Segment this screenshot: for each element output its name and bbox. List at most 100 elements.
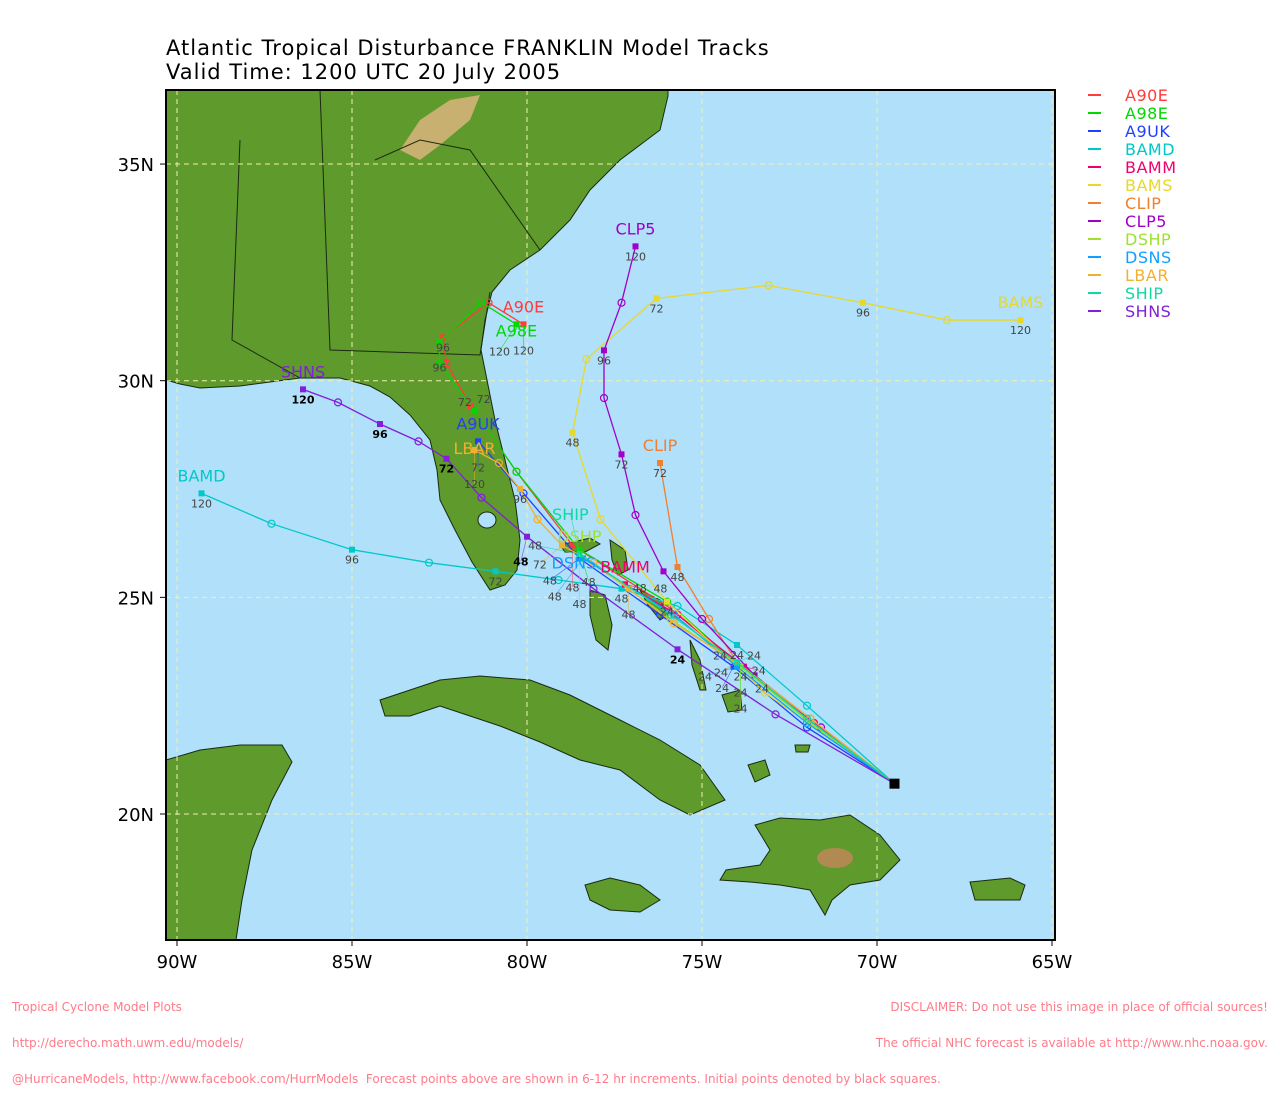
hour-label: 96 <box>513 493 527 506</box>
model-end-label: CLIP <box>643 436 678 455</box>
forecast-point <box>657 460 663 467</box>
hour-label: 48 <box>566 581 580 594</box>
puerto-rico <box>969 877 1026 901</box>
forecast-point-open <box>669 619 679 628</box>
hour-label: 24 <box>730 649 744 662</box>
forecast-point-open <box>697 614 707 624</box>
legend-swatch <box>1088 94 1101 96</box>
label-leader-line <box>554 558 584 597</box>
legend-item-dsns: DSNS <box>1088 247 1177 267</box>
label-leader-line <box>474 398 484 412</box>
hour-label: 72 <box>471 461 485 474</box>
hispaniola-mountains <box>817 848 853 868</box>
x-tick-label: 75W <box>682 952 723 973</box>
hour-label: 24 <box>734 671 748 684</box>
forecast-point-open <box>414 437 423 446</box>
hour-label: 48 <box>548 591 562 604</box>
disclaimer: DISCLAIMER: Do not use this image in pla… <box>890 1000 1268 1014</box>
hour-label: 24 <box>713 649 727 662</box>
legend: A90E A98E A9UK BAMD BAMM BAMS CLIP CLP5 DSHP DSNS… <box>1088 85 1177 321</box>
forecast-point-open <box>267 519 276 528</box>
label-leader-line <box>719 654 738 663</box>
legend-swatch <box>1088 148 1101 150</box>
grid <box>166 90 1055 940</box>
x-tick-label: 85W <box>332 952 373 973</box>
model-end-label: BAMD <box>177 466 225 485</box>
hour-label: 48 <box>622 609 636 622</box>
model-end-label: SHNS <box>281 362 325 381</box>
nhc-note: The official NHC forecast is available a… <box>875 1036 1268 1050</box>
legend-swatch <box>1088 220 1101 222</box>
forecast-point-open <box>764 281 773 290</box>
forecast-point-open <box>802 701 812 710</box>
legend-swatch <box>1088 130 1101 132</box>
legend-label: A98E <box>1125 103 1169 123</box>
y-tick-label: 35N <box>118 155 154 176</box>
hour-label: 72 <box>650 302 664 315</box>
legend-label: CLP5 <box>1125 211 1167 231</box>
track-labels: A90E A98E A9UK BAMD BAMM BAMS CLIP CLP5 DSHP DSNS… <box>177 219 1043 715</box>
y-tick-label: 30N <box>118 372 154 393</box>
hour-label: 120 <box>191 497 212 510</box>
model-end-label: A90E <box>503 297 544 316</box>
x-tick-label: 70W <box>857 952 898 973</box>
legend-label: LBAR <box>1125 265 1169 285</box>
hour-label: 72 <box>489 575 503 588</box>
hour-label: 48 <box>653 583 667 596</box>
legend-item-bamm: BAMM <box>1088 157 1177 177</box>
north-america-land <box>166 90 669 591</box>
label-leader-line <box>624 584 640 589</box>
forecast-point <box>632 243 639 250</box>
label-leader-line <box>721 666 734 688</box>
legend-item-lbar: LBAR <box>1088 265 1177 285</box>
forecast-point <box>1017 317 1024 324</box>
label-leader-line <box>579 549 589 582</box>
legend-item-bamd: BAMD <box>1088 140 1177 159</box>
hour-label: 48 <box>513 555 528 568</box>
legend-swatch <box>1088 112 1101 114</box>
label-leader-line <box>520 536 528 562</box>
hour-label: 120 <box>625 250 646 263</box>
forecast-point-open <box>596 515 605 524</box>
hour-label: 24 <box>734 703 748 716</box>
forecast-point <box>674 646 681 653</box>
cuba <box>379 675 726 816</box>
appalachian-highlands <box>400 95 480 160</box>
hour-label: 24 <box>715 682 729 695</box>
legend-item-a98e: A98E <box>1088 103 1177 123</box>
forecast-point-open <box>666 610 675 619</box>
inagua <box>747 759 771 783</box>
valid-time: Valid Time: 1200 UTC 20 July 2005 <box>166 60 562 84</box>
track-line <box>477 440 895 785</box>
legend-label: BAMM <box>1125 157 1177 177</box>
label-leader-line <box>704 666 738 677</box>
forecast-point <box>349 546 355 553</box>
forecast-point <box>300 386 306 393</box>
hour-label: 24 <box>698 671 712 684</box>
legend-label: DSHP <box>1125 229 1172 249</box>
legend-item-ship: SHIP <box>1088 284 1177 303</box>
forecast-point <box>664 598 670 605</box>
label-leader-line <box>539 545 563 565</box>
footer-link[interactable]: http://derecho.math.uwm.edu/models/ <box>12 1036 244 1050</box>
model-end-label: LBAR <box>454 439 496 458</box>
chart-title: Atlantic Tropical Disturbance FRANKLIN M… <box>166 36 770 60</box>
jamaica <box>584 877 661 913</box>
model-end-label: SHIP <box>552 505 589 524</box>
map-frame <box>165 89 1056 941</box>
forecast-point-open <box>519 489 528 498</box>
forecast-point-open <box>477 493 486 502</box>
legend-item-a9uk: A9UK <box>1088 122 1177 141</box>
footer-line: Tropical Cyclone Model Plots <box>12 1000 182 1014</box>
x-tick-label: 65W <box>1032 952 1073 973</box>
abaco <box>609 538 629 576</box>
yucatan-land <box>166 744 293 940</box>
legend-label: A90E <box>1125 85 1169 105</box>
hour-label: 96 <box>856 307 870 320</box>
legend-label: DSNS <box>1125 247 1172 267</box>
hour-label: 48 <box>671 571 685 584</box>
model-end-label: BAMS <box>998 293 1044 312</box>
track-line <box>302 388 895 785</box>
model-end-label: A9UK <box>456 414 500 433</box>
track-bamd <box>198 490 895 785</box>
